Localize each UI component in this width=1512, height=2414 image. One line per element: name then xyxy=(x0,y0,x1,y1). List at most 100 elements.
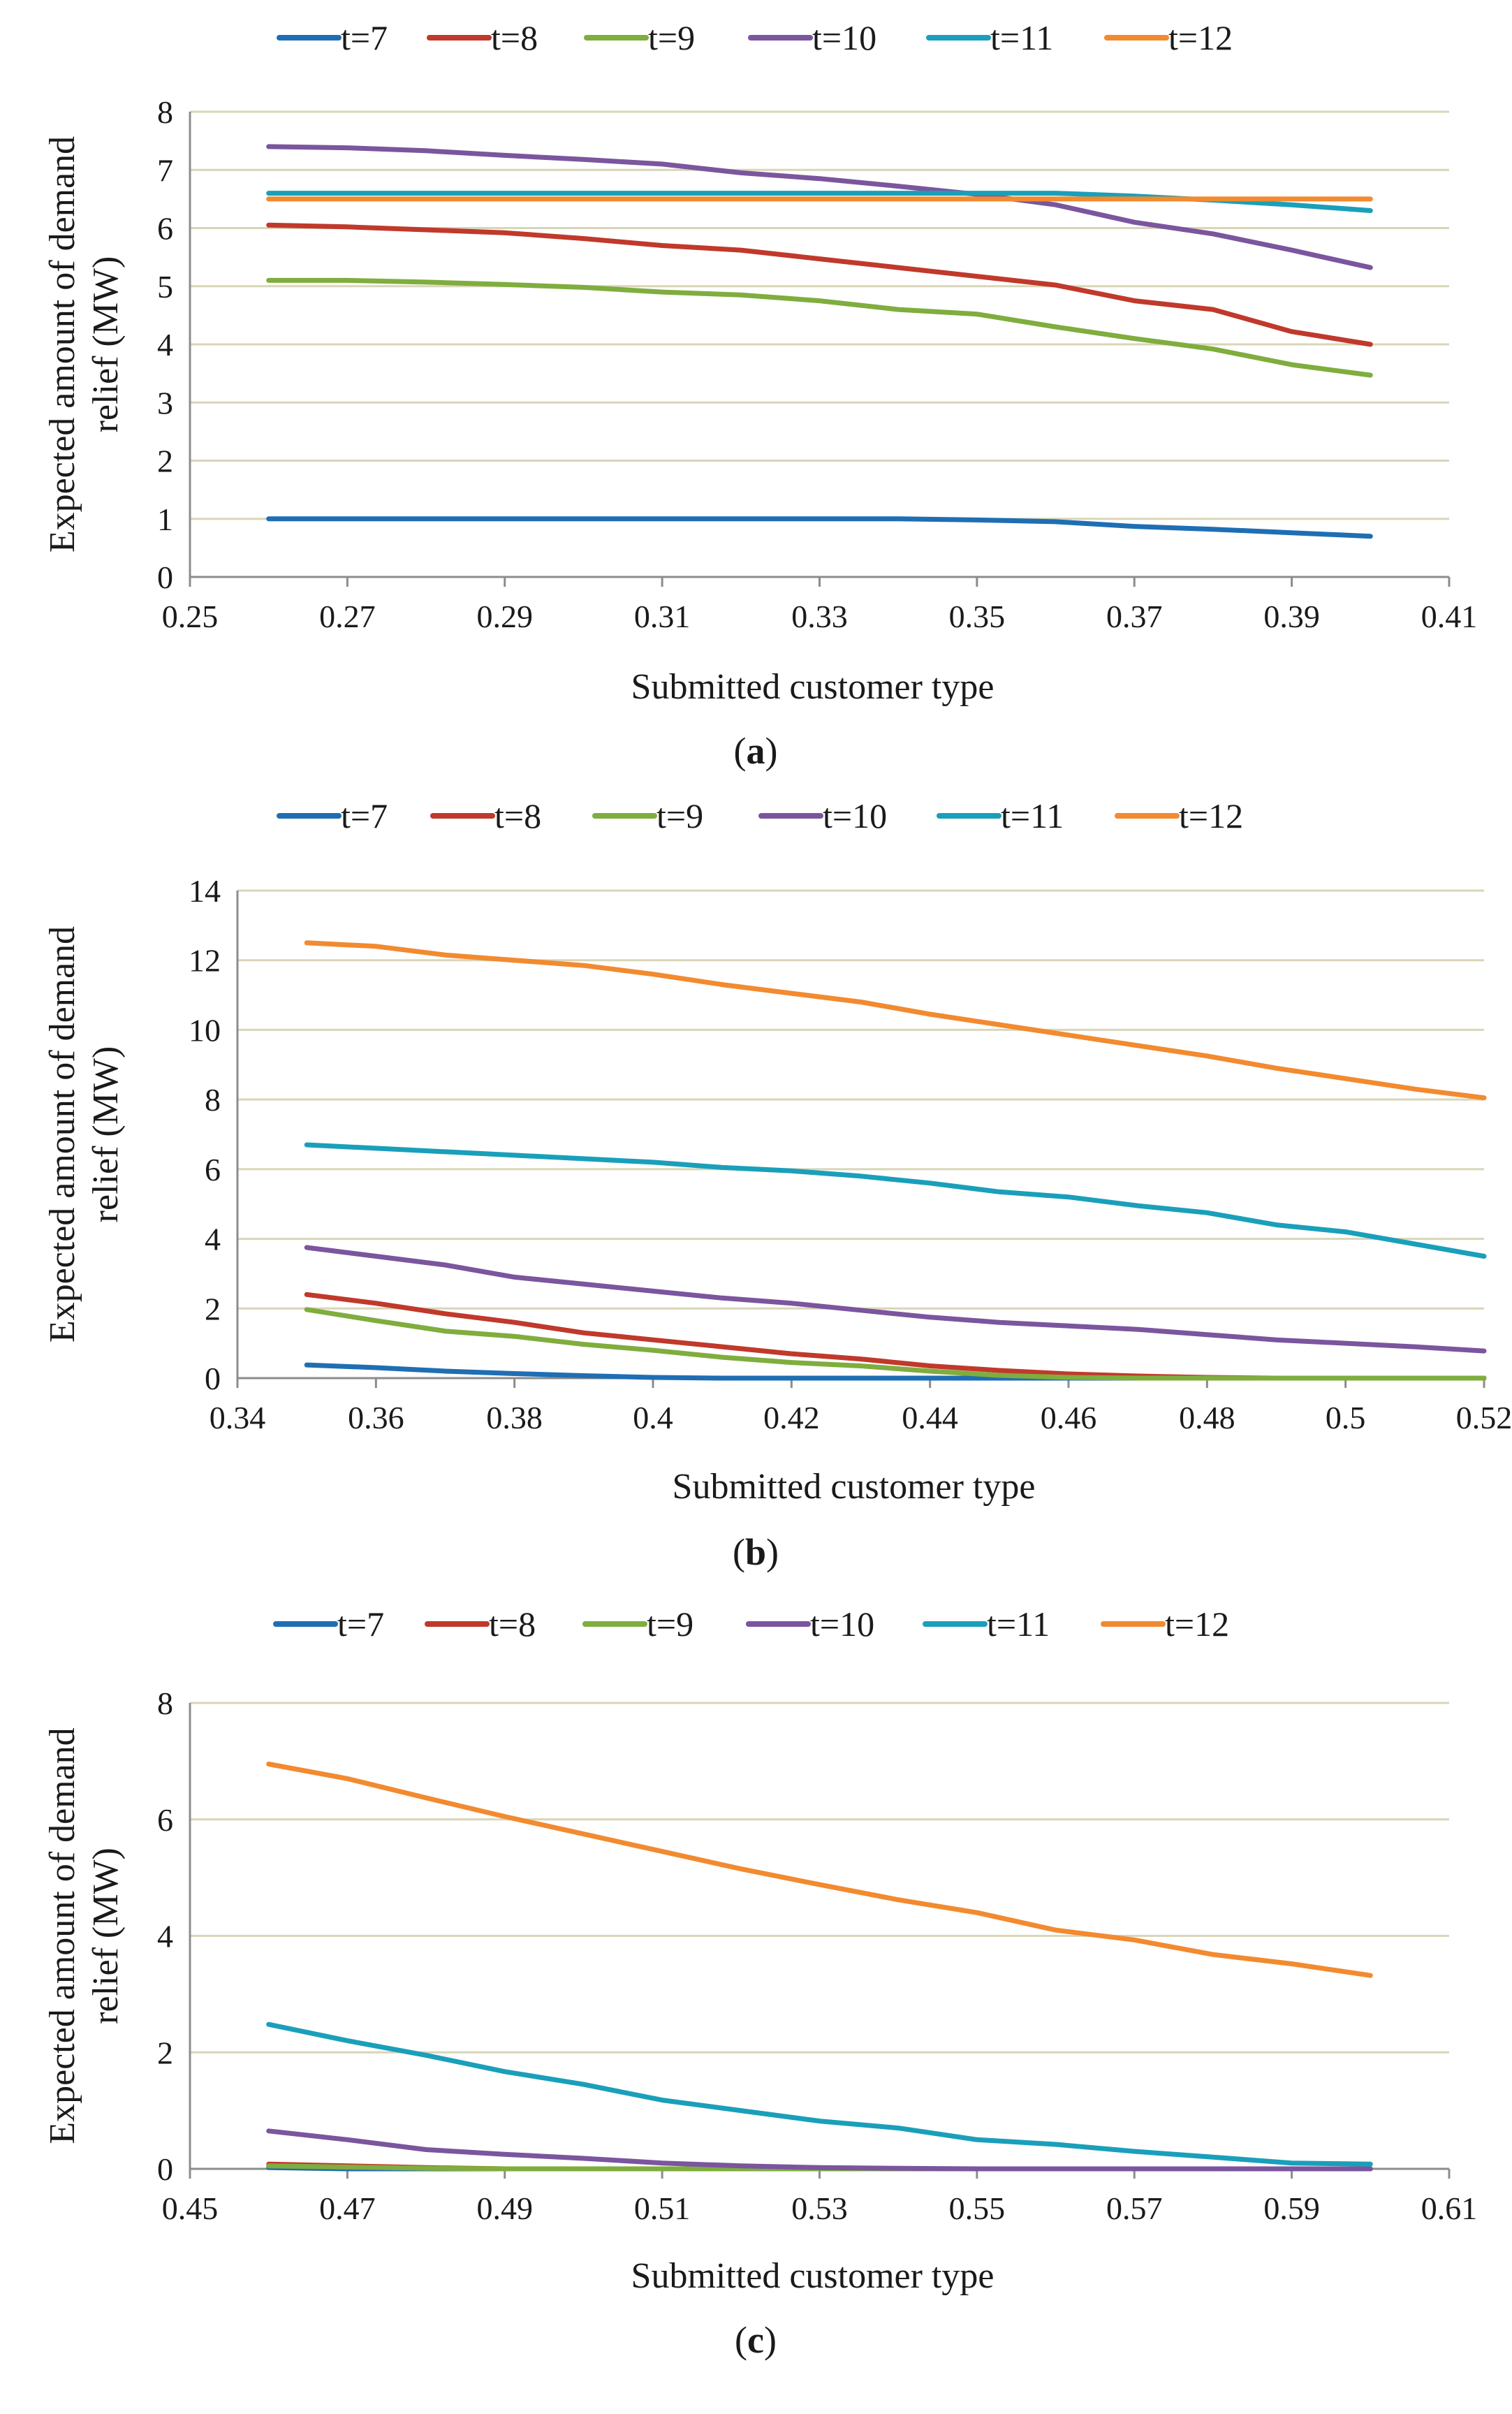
legend-label-t-12: t=12 xyxy=(1179,796,1243,835)
caption-paren-open: ( xyxy=(735,2319,747,2361)
legend-label-t-7: t=7 xyxy=(341,18,388,57)
caption-paren-open: ( xyxy=(733,1531,745,1573)
y-tick-label: 0 xyxy=(157,559,173,595)
x-tick-label: 0.46 xyxy=(1041,1400,1097,1435)
x-tick-label: 0.34 xyxy=(210,1400,266,1435)
x-axis-label: Submitted customer type xyxy=(631,667,994,707)
legend-label-t-10: t=10 xyxy=(810,1604,874,1644)
legend-label-t-10: t=10 xyxy=(823,796,887,835)
x-tick-label: 0.35 xyxy=(949,599,1006,634)
legend-label-t-9: t=9 xyxy=(647,1604,693,1644)
caption-letter: a xyxy=(747,730,765,772)
y-tick-label: 0 xyxy=(205,1361,221,1396)
x-tick-label: 0.33 xyxy=(791,599,848,634)
legend-label-t-12: t=12 xyxy=(1165,1604,1229,1644)
y-tick-label: 2 xyxy=(157,2035,173,2070)
y-tick-label: 12 xyxy=(189,943,221,979)
x-tick-label: 0.44 xyxy=(902,1400,958,1435)
caption-paren-open: ( xyxy=(734,730,747,772)
x-tick-label: 0.52 xyxy=(1456,1400,1512,1435)
y-tick-label: 2 xyxy=(205,1291,221,1326)
y-tick-label: 4 xyxy=(157,1919,173,1954)
y-axis-label: Expected amount of demandrelief (MW) xyxy=(43,1727,126,2144)
x-tick-label: 0.51 xyxy=(634,2190,691,2226)
y-axis-label-line: Expected amount of demand xyxy=(43,1727,82,2144)
legend-label-t-9: t=9 xyxy=(648,18,695,57)
y-tick-label: 8 xyxy=(157,94,173,130)
y-tick-label: 10 xyxy=(189,1012,221,1048)
legend-label-t-11: t=11 xyxy=(987,1604,1050,1644)
series-line-t-8 xyxy=(266,222,1373,347)
chart-panel-b: 0 2 4 6 8 10 12 14 0.34 0.36 0.38 0.4 0.42 0.44 0.46 0.… xyxy=(43,796,1512,1573)
y-axis-label-line: Expected amount of demand xyxy=(43,136,82,553)
y-tick-label: 6 xyxy=(157,211,173,247)
caption-letter: c xyxy=(747,2319,764,2361)
series-line-t-9 xyxy=(304,1307,1487,1381)
series-line-t-9 xyxy=(266,277,1373,378)
x-tick-label: 0.5 xyxy=(1326,1400,1366,1435)
y-tick-label: 3 xyxy=(157,385,173,420)
y-tick-label: 6 xyxy=(157,1802,173,1838)
chart-panel-a: 0 1 2 3 4 5 6 7 8 0.25 0.27 0.29 0.31 0.33 0.35 0.37 0.3… xyxy=(43,18,1477,772)
y-tick-label: 4 xyxy=(205,1222,221,1257)
x-axis-label: Submitted customer type xyxy=(631,2256,994,2296)
legend-label-t-7: t=7 xyxy=(341,796,388,835)
legend-label-t-10: t=10 xyxy=(812,18,876,57)
x-tick-label: 0.27 xyxy=(319,599,376,634)
x-tick-label: 0.4 xyxy=(633,1400,673,1435)
x-tick-label: 0.31 xyxy=(634,599,691,634)
legend-label-t-9: t=9 xyxy=(656,796,703,835)
series-line-t-11 xyxy=(304,1142,1487,1259)
x-tick-label: 0.39 xyxy=(1263,599,1320,634)
y-tick-label: 6 xyxy=(205,1152,221,1187)
x-tick-label: 0.57 xyxy=(1106,2190,1163,2226)
x-tick-label: 0.41 xyxy=(1421,599,1478,634)
x-tick-label: 0.47 xyxy=(319,2190,376,2226)
x-tick-label: 0.36 xyxy=(348,1400,404,1435)
y-axis-label: Expected amount of demandrelief (MW) xyxy=(43,136,126,553)
legend-label-t-11: t=11 xyxy=(1001,796,1064,835)
y-tick-label: 0 xyxy=(157,2151,173,2187)
y-axis-label-line: relief (MW) xyxy=(86,1848,126,2024)
x-tick-label: 0.45 xyxy=(162,2190,219,2226)
x-axis-label: Submitted customer type xyxy=(673,1467,1036,1507)
caption-paren-close: ) xyxy=(765,730,778,772)
series-line-t-7 xyxy=(266,516,1373,539)
x-tick-label: 0.38 xyxy=(486,1400,543,1435)
x-tick-label: 0.37 xyxy=(1106,599,1163,634)
legend-label-t-12: t=12 xyxy=(1168,18,1233,57)
y-tick-label: 7 xyxy=(157,152,173,188)
series-line-t-10 xyxy=(304,1245,1487,1354)
legend-label-t-8: t=8 xyxy=(494,796,541,835)
panel-caption: (b) xyxy=(733,1531,779,1573)
panel-caption: (a) xyxy=(734,730,778,772)
x-tick-label: 0.49 xyxy=(477,2190,534,2226)
caption-paren-close: ) xyxy=(764,2319,777,2361)
y-tick-label: 8 xyxy=(205,1082,221,1118)
caption-paren-close: ) xyxy=(766,1531,779,1573)
panel-caption: (c) xyxy=(735,2319,777,2361)
y-tick-label: 5 xyxy=(157,269,173,305)
chart-panel-c: 0 2 4 6 8 0.45 0.47 0.49 0.51 0.53 0.55 0.57 0.59 0.6… xyxy=(43,1604,1477,2361)
y-axis-label: Expected amount of demandrelief (MW) xyxy=(43,926,126,1343)
y-tick-label: 1 xyxy=(157,502,173,537)
legend-label-t-7: t=7 xyxy=(337,1604,384,1644)
x-tick-label: 0.61 xyxy=(1421,2190,1478,2226)
series-line-t-11 xyxy=(266,2021,1373,2167)
legend-label-t-8: t=8 xyxy=(491,18,538,57)
x-tick-label: 0.42 xyxy=(763,1400,820,1435)
series-line-t-12 xyxy=(266,1762,1373,1978)
series-line-t-11 xyxy=(266,191,1373,213)
y-axis-label-line: Expected amount of demand xyxy=(43,926,82,1343)
y-tick-label: 14 xyxy=(189,873,221,909)
x-tick-label: 0.25 xyxy=(162,599,219,634)
series-line-t-10 xyxy=(266,2128,1373,2172)
legend-label-t-8: t=8 xyxy=(489,1604,536,1644)
x-tick-label: 0.55 xyxy=(949,2190,1006,2226)
y-tick-label: 8 xyxy=(157,1685,173,1721)
x-tick-label: 0.59 xyxy=(1263,2190,1320,2226)
x-tick-label: 0.53 xyxy=(791,2190,848,2226)
series-line-t-10 xyxy=(266,144,1373,270)
